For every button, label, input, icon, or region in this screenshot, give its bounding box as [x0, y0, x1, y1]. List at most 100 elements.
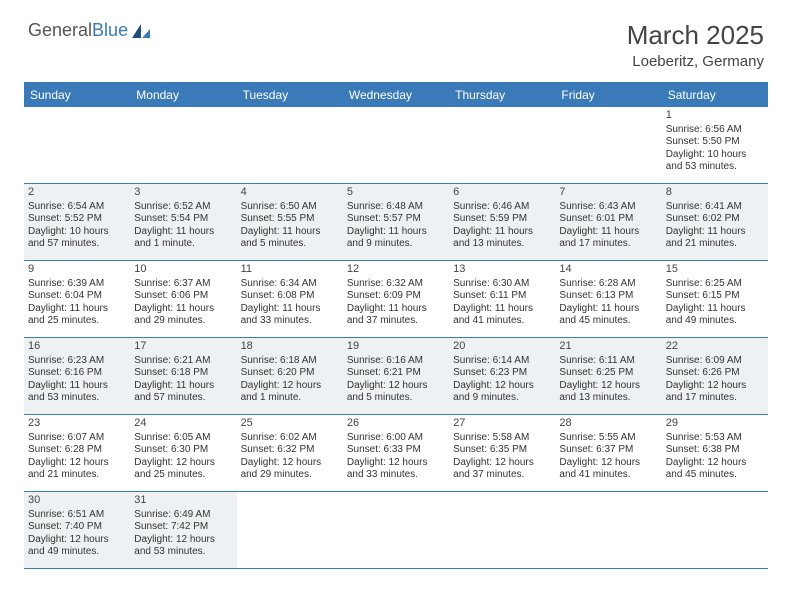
sunrise-line: Sunrise: 6:05 AM: [134, 432, 232, 445]
day-cell: 30Sunrise: 6:51 AMSunset: 7:40 PMDayligh…: [24, 492, 130, 568]
day-cell: 15Sunrise: 6:25 AMSunset: 6:15 PMDayligh…: [662, 261, 768, 337]
sunset-line: Sunset: 6:04 PM: [28, 290, 126, 303]
daylight-line: Daylight: 11 hours and 45 minutes.: [559, 303, 657, 328]
daylight-line: Daylight: 11 hours and 33 minutes.: [241, 303, 339, 328]
day-number: 19: [347, 340, 445, 354]
day-cell: 22Sunrise: 6:09 AMSunset: 6:26 PMDayligh…: [662, 338, 768, 414]
day-cell: [237, 492, 343, 568]
sunset-line: Sunset: 5:54 PM: [134, 213, 232, 226]
logo: GeneralBlue: [28, 20, 152, 41]
sunset-line: Sunset: 6:13 PM: [559, 290, 657, 303]
day-number: 28: [559, 417, 657, 431]
week-row: 16Sunrise: 6:23 AMSunset: 6:16 PMDayligh…: [24, 338, 768, 415]
day-number: 31: [134, 494, 232, 508]
day-cell: [343, 492, 449, 568]
sunset-line: Sunset: 6:32 PM: [241, 444, 339, 457]
day-cell: 9Sunrise: 6:39 AMSunset: 6:04 PMDaylight…: [24, 261, 130, 337]
sail-icon: [130, 22, 152, 40]
weekday-header: Sunday: [24, 84, 130, 107]
day-number: 4: [241, 186, 339, 200]
location: Loeberitz, Germany: [627, 53, 764, 70]
day-number: 16: [28, 340, 126, 354]
week-row: 30Sunrise: 6:51 AMSunset: 7:40 PMDayligh…: [24, 492, 768, 569]
day-cell: 7Sunrise: 6:43 AMSunset: 6:01 PMDaylight…: [555, 184, 661, 260]
week-row: 2Sunrise: 6:54 AMSunset: 5:52 PMDaylight…: [24, 184, 768, 261]
day-number: 27: [453, 417, 551, 431]
sunrise-line: Sunrise: 6:51 AM: [28, 509, 126, 522]
day-cell: 13Sunrise: 6:30 AMSunset: 6:11 PMDayligh…: [449, 261, 555, 337]
daylight-line: Daylight: 11 hours and 41 minutes.: [453, 303, 551, 328]
week-row: 1Sunrise: 6:56 AMSunset: 5:50 PMDaylight…: [24, 107, 768, 184]
day-number: 6: [453, 186, 551, 200]
day-cell: 18Sunrise: 6:18 AMSunset: 6:20 PMDayligh…: [237, 338, 343, 414]
day-cell: [343, 107, 449, 183]
sunset-line: Sunset: 6:09 PM: [347, 290, 445, 303]
day-cell: 31Sunrise: 6:49 AMSunset: 7:42 PMDayligh…: [130, 492, 236, 568]
logo-text: GeneralBlue: [28, 20, 128, 41]
day-number: 13: [453, 263, 551, 277]
week-row: 9Sunrise: 6:39 AMSunset: 6:04 PMDaylight…: [24, 261, 768, 338]
daylight-line: Daylight: 12 hours and 33 minutes.: [347, 457, 445, 482]
day-cell: 8Sunrise: 6:41 AMSunset: 6:02 PMDaylight…: [662, 184, 768, 260]
sunset-line: Sunset: 6:38 PM: [666, 444, 764, 457]
day-number: 21: [559, 340, 657, 354]
day-cell: [662, 492, 768, 568]
day-number: 9: [28, 263, 126, 277]
daylight-line: Daylight: 11 hours and 57 minutes.: [134, 380, 232, 405]
sunset-line: Sunset: 6:28 PM: [28, 444, 126, 457]
daylight-line: Daylight: 11 hours and 53 minutes.: [28, 380, 126, 405]
sunset-line: Sunset: 6:37 PM: [559, 444, 657, 457]
day-number: 14: [559, 263, 657, 277]
sunset-line: Sunset: 6:11 PM: [453, 290, 551, 303]
day-cell: 3Sunrise: 6:52 AMSunset: 5:54 PMDaylight…: [130, 184, 236, 260]
sunrise-line: Sunrise: 6:54 AM: [28, 201, 126, 214]
day-cell: 27Sunrise: 5:58 AMSunset: 6:35 PMDayligh…: [449, 415, 555, 491]
day-number: 22: [666, 340, 764, 354]
day-number: 15: [666, 263, 764, 277]
daylight-line: Daylight: 12 hours and 21 minutes.: [28, 457, 126, 482]
daylight-line: Daylight: 12 hours and 53 minutes.: [134, 534, 232, 559]
day-number: 20: [453, 340, 551, 354]
sunrise-line: Sunrise: 6:21 AM: [134, 355, 232, 368]
day-cell: 25Sunrise: 6:02 AMSunset: 6:32 PMDayligh…: [237, 415, 343, 491]
weekday-header: Thursday: [449, 84, 555, 107]
sunset-line: Sunset: 6:33 PM: [347, 444, 445, 457]
sunrise-line: Sunrise: 6:43 AM: [559, 201, 657, 214]
sunrise-line: Sunrise: 6:16 AM: [347, 355, 445, 368]
week-row: 23Sunrise: 6:07 AMSunset: 6:28 PMDayligh…: [24, 415, 768, 492]
sunrise-line: Sunrise: 6:39 AM: [28, 278, 126, 291]
sunrise-line: Sunrise: 6:09 AM: [666, 355, 764, 368]
sunset-line: Sunset: 6:06 PM: [134, 290, 232, 303]
sunset-line: Sunset: 6:26 PM: [666, 367, 764, 380]
day-number: 12: [347, 263, 445, 277]
daylight-line: Daylight: 12 hours and 9 minutes.: [453, 380, 551, 405]
daylight-line: Daylight: 11 hours and 1 minute.: [134, 226, 232, 251]
sunset-line: Sunset: 5:50 PM: [666, 136, 764, 149]
daylight-line: Daylight: 11 hours and 17 minutes.: [559, 226, 657, 251]
sunrise-line: Sunrise: 6:34 AM: [241, 278, 339, 291]
sunset-line: Sunset: 6:20 PM: [241, 367, 339, 380]
daylight-line: Daylight: 11 hours and 25 minutes.: [28, 303, 126, 328]
day-cell: 26Sunrise: 6:00 AMSunset: 6:33 PMDayligh…: [343, 415, 449, 491]
sunset-line: Sunset: 6:35 PM: [453, 444, 551, 457]
day-cell: 6Sunrise: 6:46 AMSunset: 5:59 PMDaylight…: [449, 184, 555, 260]
page-header: GeneralBlue March 2025 Loeberitz, German…: [0, 0, 792, 78]
day-cell: 19Sunrise: 6:16 AMSunset: 6:21 PMDayligh…: [343, 338, 449, 414]
sunset-line: Sunset: 7:40 PM: [28, 521, 126, 534]
day-number: 1: [666, 109, 764, 123]
sunrise-line: Sunrise: 5:53 AM: [666, 432, 764, 445]
day-cell: 29Sunrise: 5:53 AMSunset: 6:38 PMDayligh…: [662, 415, 768, 491]
sunrise-line: Sunrise: 6:28 AM: [559, 278, 657, 291]
weeks-grid: 1Sunrise: 6:56 AMSunset: 5:50 PMDaylight…: [24, 107, 768, 569]
day-cell: [449, 107, 555, 183]
logo-text-blue: Blue: [92, 20, 128, 40]
day-cell: 28Sunrise: 5:55 AMSunset: 6:37 PMDayligh…: [555, 415, 661, 491]
sunset-line: Sunset: 6:25 PM: [559, 367, 657, 380]
weekday-header: Tuesday: [237, 84, 343, 107]
sunset-line: Sunset: 5:57 PM: [347, 213, 445, 226]
sunrise-line: Sunrise: 6:49 AM: [134, 509, 232, 522]
sunset-line: Sunset: 5:55 PM: [241, 213, 339, 226]
logo-text-general: General: [28, 20, 92, 40]
day-cell: 2Sunrise: 6:54 AMSunset: 5:52 PMDaylight…: [24, 184, 130, 260]
sunset-line: Sunset: 6:30 PM: [134, 444, 232, 457]
